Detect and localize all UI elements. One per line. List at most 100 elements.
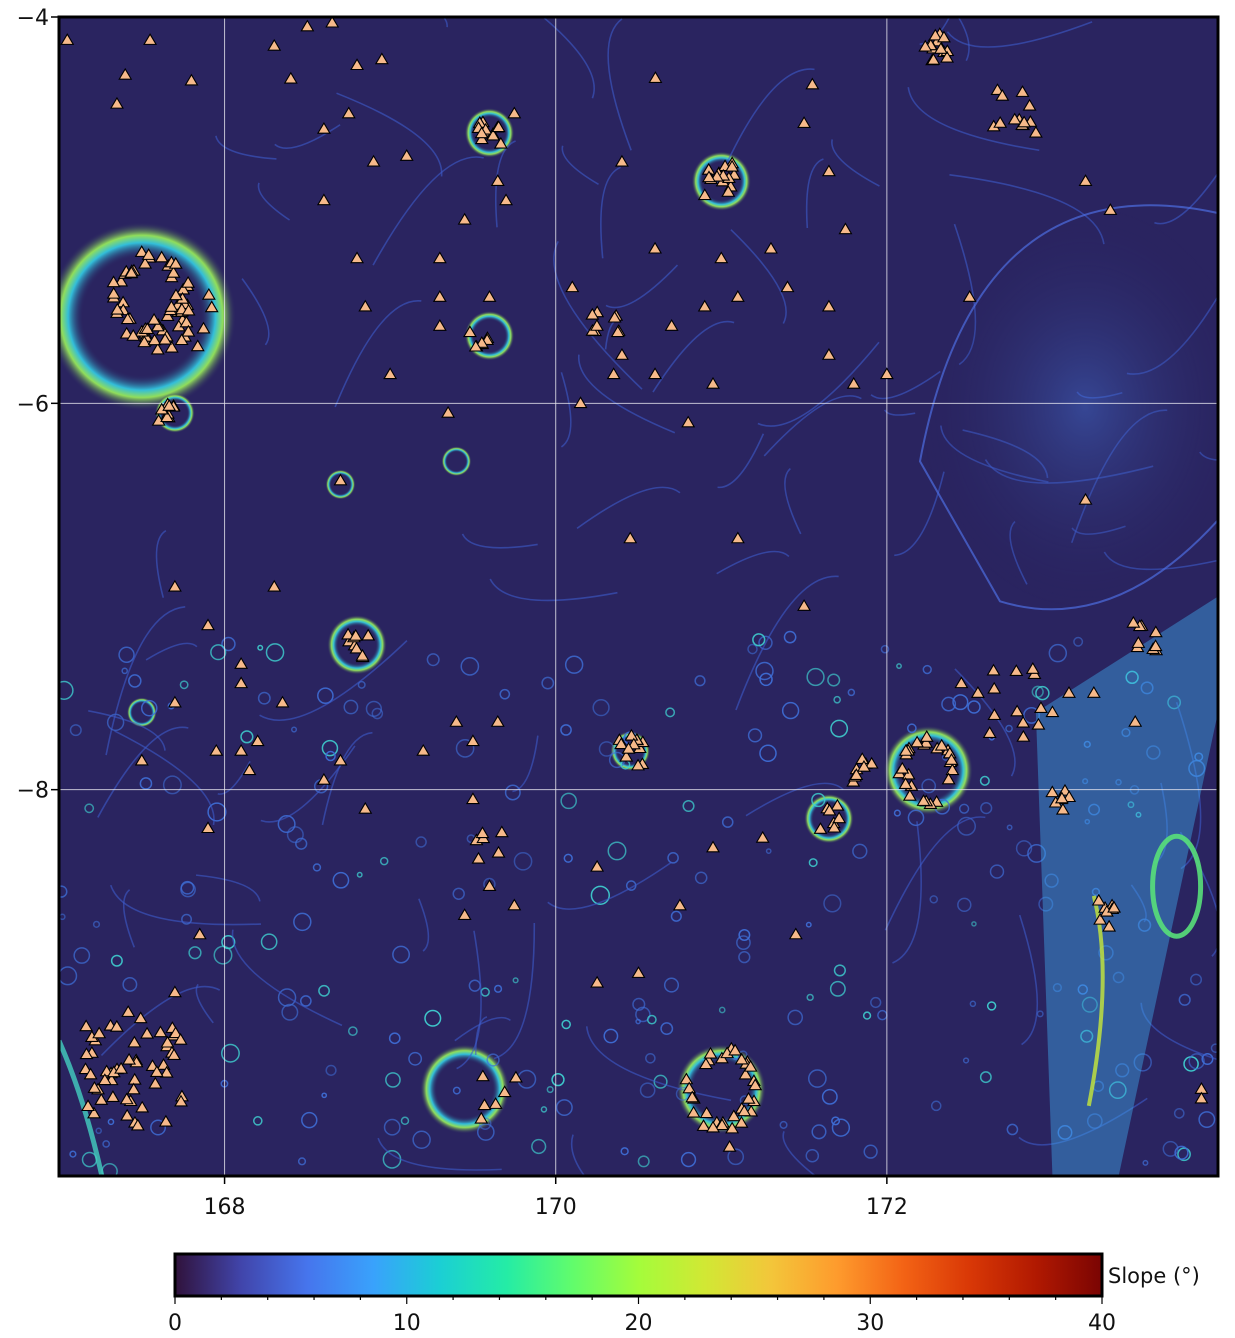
feature-marker (970, 685, 985, 698)
feature-marker (358, 801, 373, 814)
feature-marker (954, 676, 969, 689)
feature-marker (482, 290, 497, 302)
small-crater (971, 921, 977, 927)
small-crater (805, 1148, 820, 1163)
small-crater (541, 676, 555, 690)
small-crater (811, 792, 826, 808)
feature-marker (590, 859, 605, 872)
feature-marker (474, 132, 489, 145)
small-crater (512, 977, 519, 984)
crater-rim (126, 697, 157, 728)
feature-marker (1128, 714, 1143, 727)
small-crater (755, 661, 774, 681)
feature-marker (1148, 625, 1163, 638)
feature-marker (573, 396, 588, 409)
terrain-ridge (494, 140, 516, 228)
small-crater (452, 887, 465, 900)
feature-marker (827, 820, 842, 833)
small-crater (1044, 873, 1059, 888)
feature-marker (490, 174, 505, 186)
feature-marker (797, 599, 812, 611)
feature-marker (355, 648, 370, 661)
feature-marker (204, 300, 219, 313)
small-crater (1201, 1053, 1214, 1066)
small-crater (758, 635, 773, 651)
small-crater (1167, 695, 1182, 710)
feature-marker (987, 681, 1002, 694)
feature-marker (457, 908, 472, 920)
feature-marker (748, 1078, 763, 1091)
feature-marker (507, 106, 522, 119)
feature-marker (184, 73, 199, 86)
small-crater (150, 1119, 167, 1136)
small-crater (1080, 1029, 1094, 1043)
small-crater (1198, 1111, 1216, 1129)
feature-marker (79, 1019, 94, 1032)
small-crater (343, 699, 359, 715)
feature-marker (383, 367, 398, 380)
feature-marker (706, 1120, 720, 1133)
feature-marker (79, 1047, 94, 1060)
feature-marker (624, 728, 639, 741)
colorbar-tick-label: 30 (856, 1311, 884, 1336)
feature-marker (685, 1090, 700, 1103)
feature-marker (87, 1081, 102, 1093)
small-crater (639, 1082, 656, 1099)
small-crater (84, 803, 95, 814)
small-crater (476, 1123, 495, 1141)
feature-marker (341, 106, 356, 119)
feature-marker (201, 287, 216, 300)
terrain-ridge (870, 370, 941, 400)
terrain-ridge (105, 606, 186, 756)
feature-marker (623, 531, 638, 544)
feature-marker (150, 342, 165, 355)
feature-marker (648, 71, 663, 83)
feature-marker (1045, 705, 1060, 718)
feature-marker (730, 531, 745, 544)
feature-marker (358, 299, 373, 312)
feature-marker (698, 1057, 713, 1070)
terrain-ridge (336, 92, 443, 177)
feature-marker (154, 250, 169, 263)
small-crater (747, 643, 758, 655)
small-crater (73, 947, 91, 964)
feature-marker (928, 28, 943, 41)
feature-marker (491, 120, 506, 133)
colorbar: 0 10 20 30 40 Slope (°) (168, 1252, 1200, 1336)
feature-marker (709, 169, 724, 182)
feature-marker (138, 256, 153, 269)
small-crater (69, 1150, 77, 1158)
terrain-ridge (763, 395, 862, 457)
terrain-ridge (155, 529, 167, 598)
feature-marker (715, 1118, 730, 1131)
y-tick-label: −6 (17, 392, 49, 417)
small-crater (779, 1120, 788, 1129)
feature-marker (158, 332, 173, 345)
feature-marker (127, 1035, 142, 1048)
feature-marker (993, 115, 1008, 128)
small-crater (513, 851, 533, 871)
feature-marker (607, 310, 622, 323)
feature-marker (1016, 729, 1031, 742)
small-crater (852, 843, 868, 859)
small-crater (59, 966, 78, 986)
small-crater (312, 863, 322, 872)
feature-marker (432, 290, 447, 302)
small-crater (546, 1086, 554, 1094)
feature-marker (765, 1180, 777, 1190)
small-crater (121, 667, 129, 675)
terrain-ridge (757, 341, 880, 427)
feature-marker (124, 265, 139, 278)
basin-outline (918, 204, 1218, 611)
feature-marker (127, 1072, 142, 1085)
feature-marker (494, 825, 509, 838)
feature-marker (174, 333, 189, 346)
small-crater (941, 696, 957, 712)
small-crater (455, 739, 475, 758)
feature-marker (1078, 174, 1093, 186)
feature-marker (196, 321, 211, 334)
terrain-ridge (553, 241, 643, 390)
feature-marker (737, 1104, 752, 1117)
feature-marker (160, 1035, 175, 1048)
small-crater (357, 680, 366, 689)
